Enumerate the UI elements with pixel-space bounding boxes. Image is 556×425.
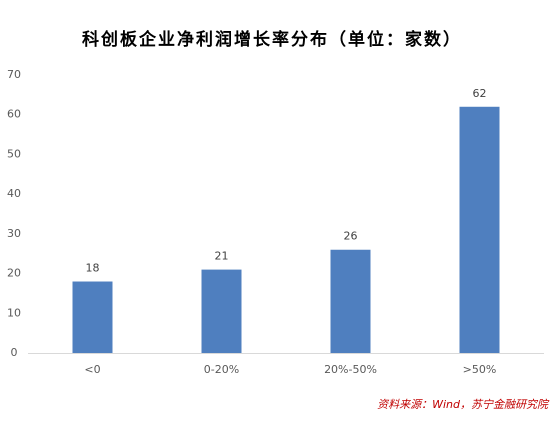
x-tick-label: 20%-50% (324, 363, 377, 376)
y-tick-label: 0 (11, 346, 18, 359)
data-label: 26 (344, 230, 358, 243)
bar (330, 249, 371, 353)
source-note: 资料来源：Wind，苏宁金融研究院 (377, 398, 550, 411)
x-tick-label: <0 (84, 363, 100, 376)
x-tick-label: >50% (463, 363, 497, 376)
chart-title: 科创板企业净利润增长率分布（单位：家数） (82, 29, 462, 50)
y-tick-label: 70 (7, 68, 21, 81)
y-tick-label: 30 (7, 227, 21, 240)
bar (459, 106, 500, 354)
y-tick-label: 20 (7, 267, 21, 280)
data-label: 21 (215, 250, 229, 263)
y-tick-label: 40 (7, 187, 21, 200)
bar (72, 281, 113, 353)
y-tick-label: 10 (7, 306, 21, 319)
y-tick-label: 50 (7, 147, 21, 160)
x-tick-label: 0-20% (204, 363, 239, 376)
data-label: 62 (473, 87, 487, 100)
bar (201, 269, 242, 353)
y-tick-label: 60 (7, 108, 21, 121)
data-label: 18 (86, 262, 100, 275)
